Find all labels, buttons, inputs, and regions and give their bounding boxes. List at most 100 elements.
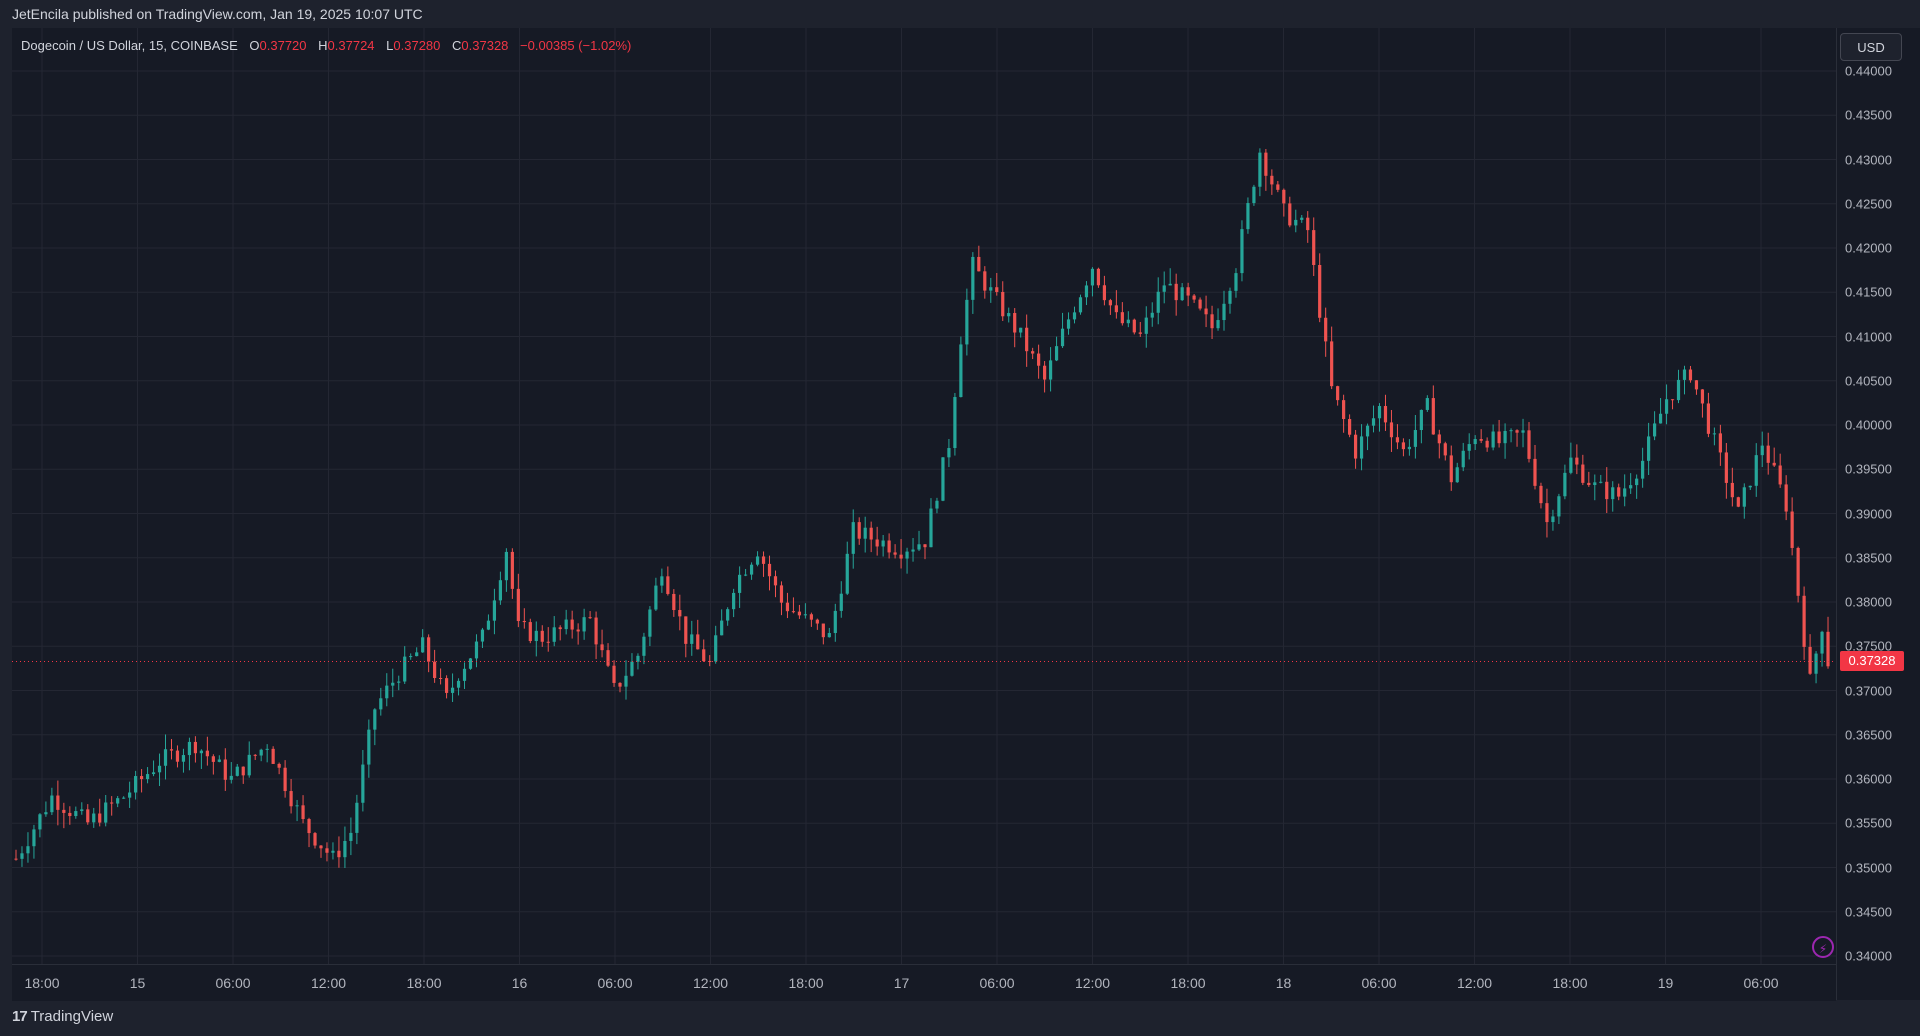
candle-body — [648, 609, 652, 637]
candle-body — [654, 585, 658, 610]
time-tick: 18:00 — [788, 975, 824, 991]
candle-body — [32, 829, 36, 847]
candle-body — [743, 574, 748, 576]
candle-body — [732, 592, 736, 610]
candle-body — [1629, 485, 1633, 489]
candle-body — [540, 630, 544, 642]
candle-body — [1138, 332, 1142, 334]
candle-body — [1736, 497, 1740, 507]
candle-body — [379, 698, 383, 710]
candle-body — [1533, 458, 1537, 486]
tradingview-brand[interactable]: 17 TradingView — [12, 1008, 113, 1025]
candle-body — [875, 539, 879, 547]
candle-body — [1389, 422, 1394, 438]
candle-body — [1066, 319, 1071, 329]
candle-body — [767, 563, 772, 577]
candle-body — [456, 680, 461, 688]
candle-body — [546, 641, 550, 643]
symbol-name: Dogecoin / US Dollar, 15, COINBASE — [21, 38, 238, 53]
candle-body — [1300, 217, 1304, 220]
candle-body — [1670, 399, 1675, 401]
price-tick: 0.40500 — [1845, 373, 1892, 389]
price-tick: 0.41500 — [1845, 284, 1892, 300]
candle-body — [1694, 380, 1699, 390]
candle-body — [857, 522, 861, 539]
candle-body — [1377, 406, 1382, 419]
price-axis[interactable]: 0.44000 0.43500 0.43000 0.42500 0.42000 0.415… — [1836, 28, 1920, 1000]
symbol-legend: Dogecoin / US Dollar, 15, COINBASE O0.37… — [21, 38, 631, 53]
candle-body — [1246, 203, 1250, 230]
time-axis[interactable]: 18:00 15 06:00 12:00 18:00 16 06:00 12:00 18:00 1… — [12, 964, 1836, 1001]
candle-body — [642, 636, 646, 656]
time-tick: 18 — [1275, 975, 1292, 991]
candle-body — [361, 764, 365, 803]
candle-body — [1383, 406, 1388, 423]
candle-body — [1539, 485, 1543, 504]
candle-body — [983, 271, 987, 291]
candle-body — [1144, 317, 1148, 334]
candle-body — [941, 457, 945, 501]
high-label: H — [318, 38, 328, 53]
candle-body — [1371, 418, 1376, 426]
candle-body — [797, 611, 802, 616]
candle-body — [211, 756, 215, 762]
time-tick: 17 — [893, 975, 910, 991]
candle-body — [576, 629, 580, 632]
candle-body — [1503, 430, 1507, 444]
candle-body — [570, 619, 574, 630]
candle-body — [265, 748, 269, 750]
candle-body — [1730, 482, 1734, 498]
candle-body — [815, 619, 819, 624]
candle-body — [1407, 446, 1412, 450]
price-tick: 0.43000 — [1845, 152, 1892, 167]
candle-body — [1641, 460, 1645, 479]
candle-body — [1748, 485, 1752, 488]
brand-name: TradingView — [30, 1008, 114, 1025]
candle-body — [1796, 547, 1800, 596]
currency-button[interactable]: USD — [1840, 33, 1902, 61]
candle-body — [803, 614, 807, 616]
candle-body — [1318, 264, 1322, 318]
candle-body — [833, 610, 837, 634]
candle-body — [851, 522, 855, 554]
candle-body — [1090, 268, 1095, 286]
candle-body — [1114, 305, 1118, 313]
candle-body — [151, 772, 156, 775]
candle-body — [773, 576, 778, 586]
time-tick: 06:00 — [215, 975, 251, 991]
candle-body — [1491, 431, 1495, 448]
candle-body — [1718, 433, 1722, 453]
price-tick: 0.38500 — [1845, 550, 1892, 566]
candle-body — [929, 508, 933, 548]
candle-body — [684, 616, 688, 644]
candlestick-chart[interactable] — [12, 28, 1836, 964]
time-tick: 18:00 — [406, 975, 442, 991]
candle-body — [62, 809, 66, 813]
candle-body — [1605, 481, 1609, 500]
candle-body — [504, 551, 508, 581]
candle-body — [911, 549, 915, 552]
candle-body — [421, 637, 425, 653]
candle-body — [1461, 450, 1465, 468]
candle-body — [1336, 386, 1340, 401]
candle-body — [1054, 346, 1059, 361]
candle-body — [14, 858, 18, 860]
candle-body — [373, 709, 377, 730]
chart-pane[interactable]: Dogecoin / US Dollar, 15, COINBASE O0.37… — [12, 28, 1836, 964]
candle-body — [409, 656, 413, 658]
candle-body — [301, 805, 305, 820]
candle-body — [169, 749, 174, 751]
candle-body — [977, 256, 981, 272]
candle-body — [1754, 455, 1758, 486]
candle-body — [1581, 464, 1585, 483]
lightning-icon[interactable]: ⚡ — [1812, 936, 1834, 958]
candle-body — [1676, 379, 1681, 401]
candle-body — [1096, 268, 1101, 286]
candle-body — [1276, 184, 1280, 190]
candle-body — [223, 759, 227, 780]
candle-body — [199, 750, 203, 754]
candle-body — [1826, 631, 1830, 667]
candle-body — [935, 500, 939, 509]
candle-body — [86, 809, 90, 823]
candle-body — [1635, 478, 1639, 486]
